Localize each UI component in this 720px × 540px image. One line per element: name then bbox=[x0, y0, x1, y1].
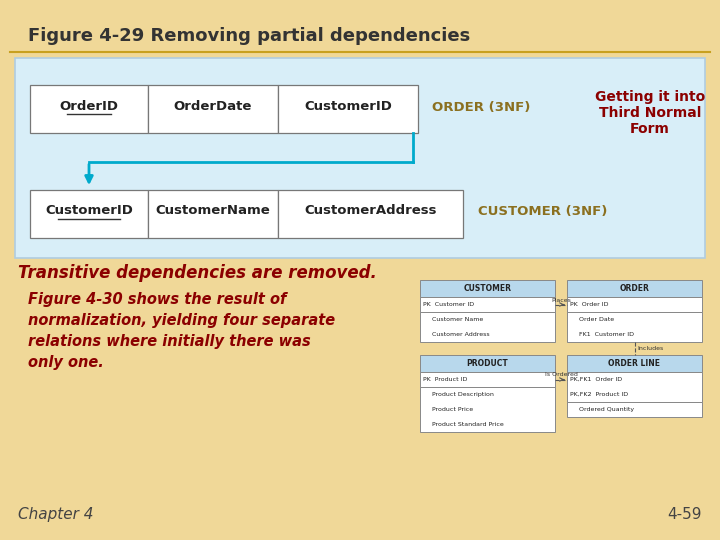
Text: OrderDate: OrderDate bbox=[174, 99, 252, 112]
Bar bbox=[30, 190, 148, 238]
Text: Product Price: Product Price bbox=[432, 407, 473, 412]
Text: ORDER LINE: ORDER LINE bbox=[608, 359, 660, 368]
Text: Third Normal: Third Normal bbox=[599, 106, 701, 120]
Text: PK  Order ID: PK Order ID bbox=[570, 302, 608, 307]
Text: CustomerID: CustomerID bbox=[45, 205, 133, 218]
Text: Ordered Quantity: Ordered Quantity bbox=[579, 407, 634, 412]
Text: PK,FK2  Product ID: PK,FK2 Product ID bbox=[570, 392, 628, 397]
Bar bbox=[567, 402, 702, 417]
Text: Order Date: Order Date bbox=[579, 317, 614, 322]
Bar bbox=[30, 85, 148, 133]
Text: Places: Places bbox=[551, 298, 571, 302]
Text: Includes: Includes bbox=[637, 346, 664, 351]
Text: Transitive dependencies are removed.: Transitive dependencies are removed. bbox=[18, 264, 377, 282]
Text: FK1  Customer ID: FK1 Customer ID bbox=[579, 332, 634, 337]
Text: OrderID: OrderID bbox=[60, 99, 119, 112]
Bar bbox=[567, 297, 702, 312]
Bar bbox=[567, 312, 702, 342]
Text: Chapter 4: Chapter 4 bbox=[18, 507, 94, 522]
Bar bbox=[420, 355, 555, 372]
Text: Form: Form bbox=[630, 122, 670, 136]
Text: only one.: only one. bbox=[28, 355, 104, 370]
Bar bbox=[420, 297, 555, 312]
Text: CUSTOMER (3NF): CUSTOMER (3NF) bbox=[478, 206, 608, 219]
Text: relations where initially there was: relations where initially there was bbox=[28, 334, 311, 349]
Text: 4-59: 4-59 bbox=[667, 507, 702, 522]
Text: PK  Product ID: PK Product ID bbox=[423, 377, 467, 382]
Text: Product Standard Price: Product Standard Price bbox=[432, 422, 504, 427]
Text: Figure 4-29 Removing partial dependencies: Figure 4-29 Removing partial dependencie… bbox=[28, 27, 470, 45]
Text: Customer Name: Customer Name bbox=[432, 317, 483, 322]
Text: ORDER: ORDER bbox=[620, 284, 649, 293]
Bar bbox=[148, 85, 278, 133]
Text: PK,FK1  Order ID: PK,FK1 Order ID bbox=[570, 377, 622, 382]
Bar bbox=[278, 190, 463, 238]
Text: normalization, yielding four separate: normalization, yielding four separate bbox=[28, 313, 335, 328]
Text: Is Ordered: Is Ordered bbox=[544, 373, 577, 377]
Bar bbox=[420, 312, 555, 342]
Text: CustomerName: CustomerName bbox=[156, 205, 271, 218]
Bar bbox=[567, 355, 702, 372]
Text: Product Description: Product Description bbox=[432, 392, 494, 397]
Text: Getting it into: Getting it into bbox=[595, 90, 705, 104]
Bar bbox=[420, 280, 555, 297]
Bar bbox=[148, 190, 278, 238]
Text: CUSTOMER: CUSTOMER bbox=[464, 284, 511, 293]
Bar bbox=[278, 85, 418, 133]
Text: PRODUCT: PRODUCT bbox=[467, 359, 508, 368]
Text: ORDER (3NF): ORDER (3NF) bbox=[432, 100, 531, 113]
Text: CustomerAddress: CustomerAddress bbox=[305, 205, 437, 218]
Text: Figure 4-30 shows the result of: Figure 4-30 shows the result of bbox=[28, 292, 287, 307]
Text: PK  Customer ID: PK Customer ID bbox=[423, 302, 474, 307]
Text: Customer Address: Customer Address bbox=[432, 332, 490, 337]
Bar bbox=[420, 372, 555, 387]
Bar bbox=[15, 58, 705, 258]
Text: CustomerID: CustomerID bbox=[304, 99, 392, 112]
Bar bbox=[567, 372, 702, 402]
Bar bbox=[420, 387, 555, 432]
Bar bbox=[567, 280, 702, 297]
